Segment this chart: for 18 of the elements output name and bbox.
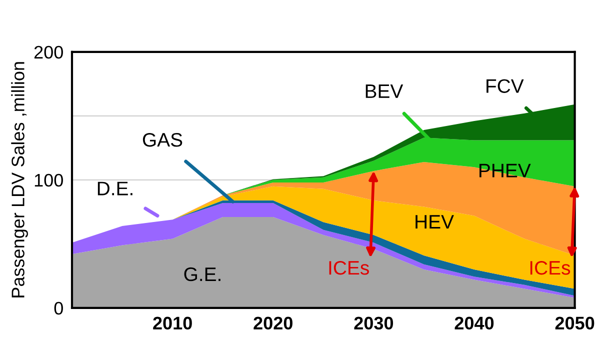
x-tick-label: 2030 <box>354 316 394 330</box>
x-tick-label: 2010 <box>153 316 192 330</box>
y-tick-label: 0 <box>54 302 63 315</box>
annotation: ICEs <box>329 260 369 275</box>
series-label: FCV <box>486 79 524 93</box>
x-tick-label: 2020 <box>254 316 292 330</box>
x-tick-label: 2050 <box>555 316 594 330</box>
annotation: ICEs <box>530 260 570 275</box>
y-tick-label: 100 <box>34 174 63 187</box>
y-axis-title: Passenger LDV Sales ,million <box>11 62 28 298</box>
series-label: D.E. <box>98 182 132 196</box>
series-label: PHEV <box>480 164 531 178</box>
y-tick-label: 200 <box>34 46 63 59</box>
text: BEV <box>366 84 404 98</box>
x-tick-label: 2040 <box>454 316 494 330</box>
text: GAS <box>142 132 182 147</box>
series-label: G.E. <box>184 267 220 282</box>
series-label: HEV <box>416 215 454 228</box>
